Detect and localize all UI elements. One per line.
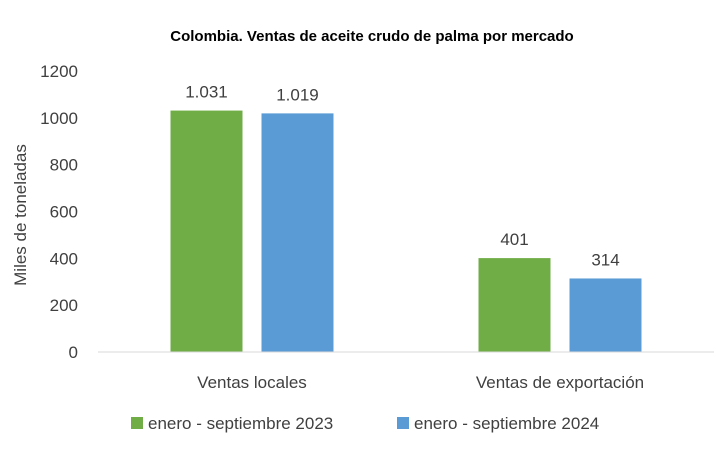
bar	[261, 113, 334, 353]
y-tick-label: 800	[50, 156, 78, 175]
y-tick-label: 200	[50, 296, 78, 315]
bar	[569, 278, 642, 352]
legend: enero - septiembre 2023 enero - septiembr…	[131, 414, 599, 433]
legend-swatch	[131, 417, 143, 429]
legend-swatch	[397, 417, 409, 429]
y-axis-label: Miles de toneladas	[11, 144, 30, 286]
bars	[170, 110, 642, 353]
chart-title: Colombia. Ventas de aceite crudo de palm…	[170, 28, 573, 45]
y-tick-label: 0	[69, 343, 78, 362]
bar	[478, 258, 551, 352]
x-axis-categories: Ventas locales Ventas de exportación	[197, 373, 644, 392]
data-labels: 1.031 1.019 401 314	[185, 83, 619, 270]
bar-value-label: 1.019	[276, 85, 319, 104]
x-category-label: Ventas de exportación	[476, 373, 644, 392]
y-axis-ticks: 0 200 400 600 800 1000 1200	[40, 62, 78, 362]
x-category-label: Ventas locales	[197, 373, 307, 392]
legend-label: enero - septiembre 2023	[148, 414, 333, 433]
bar-value-label: 314	[591, 250, 619, 269]
y-tick-label: 1200	[40, 62, 78, 81]
bar-value-label: 401	[500, 230, 528, 249]
bar-value-label: 1.031	[185, 83, 228, 102]
bar	[170, 110, 243, 353]
y-tick-label: 400	[50, 249, 78, 268]
y-tick-label: 1000	[40, 109, 78, 128]
y-tick-label: 600	[50, 203, 78, 222]
legend-label: enero - septiembre 2024	[414, 414, 599, 433]
